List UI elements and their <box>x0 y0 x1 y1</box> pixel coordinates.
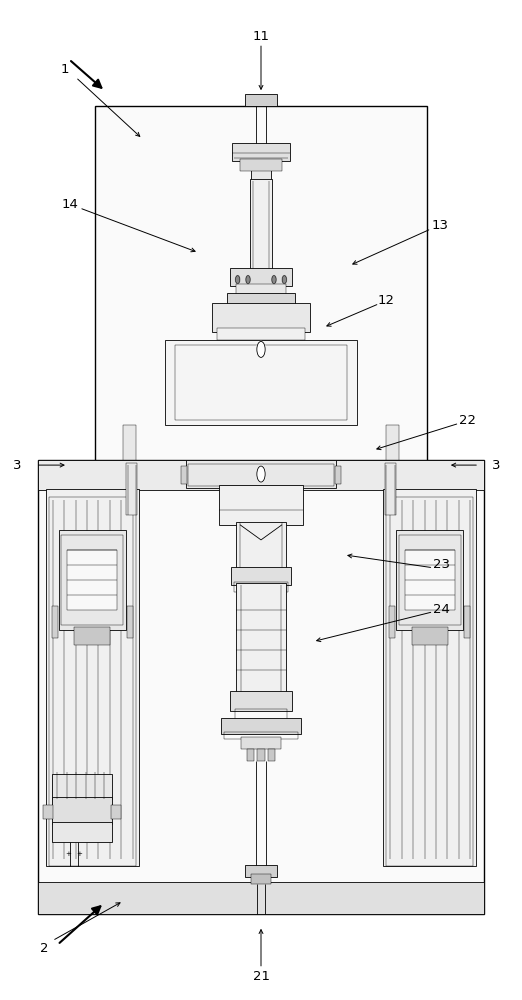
Bar <box>52 774 112 799</box>
Bar <box>250 179 272 271</box>
Bar <box>188 464 334 486</box>
Bar <box>212 303 310 332</box>
Bar <box>245 865 277 877</box>
Circle shape <box>272 276 276 284</box>
Text: 22: 22 <box>459 414 476 427</box>
Bar <box>464 606 470 638</box>
Bar <box>126 463 137 515</box>
Bar <box>52 797 112 824</box>
Text: 1: 1 <box>61 63 69 76</box>
Bar <box>236 583 286 694</box>
Bar <box>389 606 396 638</box>
Bar <box>219 485 303 525</box>
Bar <box>230 691 292 711</box>
Bar <box>385 463 396 515</box>
Bar <box>43 805 53 819</box>
Bar <box>165 340 357 425</box>
Bar <box>251 159 271 181</box>
Bar <box>74 627 111 645</box>
Text: 12: 12 <box>377 294 394 307</box>
Bar <box>234 582 288 592</box>
Bar <box>181 466 187 484</box>
Bar <box>123 425 136 465</box>
Text: 21: 21 <box>253 970 269 983</box>
Circle shape <box>235 276 240 284</box>
Bar <box>52 606 58 638</box>
Bar <box>58 530 126 630</box>
Bar <box>111 805 121 819</box>
Bar <box>386 497 473 866</box>
Text: 3: 3 <box>13 459 21 472</box>
Bar <box>45 489 139 866</box>
Bar <box>386 425 399 465</box>
Circle shape <box>282 276 287 284</box>
Bar <box>240 159 282 171</box>
Bar <box>236 522 286 570</box>
Bar <box>175 345 347 420</box>
Bar <box>411 627 448 645</box>
Bar <box>67 550 117 610</box>
Text: +: + <box>65 851 71 857</box>
Bar <box>257 749 265 761</box>
Text: 11: 11 <box>253 30 269 43</box>
Circle shape <box>257 466 265 482</box>
Text: 24: 24 <box>433 603 450 616</box>
Bar <box>241 737 281 749</box>
Circle shape <box>257 341 265 357</box>
Bar <box>405 550 455 610</box>
Bar <box>186 460 336 488</box>
Bar <box>383 489 477 866</box>
Bar <box>399 535 461 625</box>
Bar <box>61 535 123 625</box>
Text: 23: 23 <box>433 558 450 571</box>
Bar <box>217 328 305 340</box>
Bar <box>231 567 291 585</box>
Text: 3: 3 <box>492 459 501 472</box>
Bar <box>251 874 271 884</box>
Text: +: + <box>76 851 82 857</box>
Text: 13: 13 <box>432 219 448 232</box>
Bar <box>49 497 136 866</box>
Text: 2: 2 <box>40 942 48 955</box>
Bar <box>38 460 484 490</box>
Bar <box>95 106 427 465</box>
Bar <box>268 749 275 761</box>
Bar <box>235 709 287 721</box>
Circle shape <box>246 276 250 284</box>
Bar <box>126 606 133 638</box>
Bar <box>335 466 341 484</box>
Bar <box>247 749 254 761</box>
Bar <box>232 143 290 161</box>
Bar <box>38 460 484 914</box>
Bar <box>220 718 302 734</box>
Bar <box>227 293 295 306</box>
Text: 14: 14 <box>62 198 78 211</box>
Bar <box>245 94 277 106</box>
Bar <box>396 530 464 630</box>
Bar <box>223 732 299 739</box>
Bar <box>52 822 112 842</box>
Bar <box>230 268 292 286</box>
Bar <box>38 882 484 914</box>
Bar <box>236 284 286 296</box>
